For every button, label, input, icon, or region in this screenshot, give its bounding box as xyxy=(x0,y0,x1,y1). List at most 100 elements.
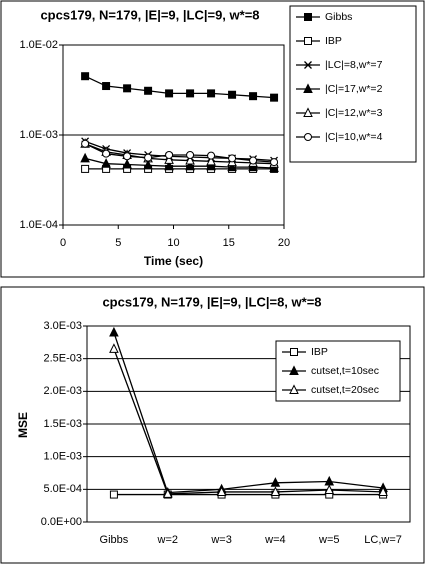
marker-shape xyxy=(185,160,195,171)
marker xyxy=(304,61,312,69)
legend-label: |C|=12,w*=3 xyxy=(325,107,383,119)
marker xyxy=(109,326,119,337)
y-tick-label: 2.0E-03 xyxy=(43,385,82,397)
marker-shape xyxy=(109,343,119,353)
marker-shape xyxy=(185,154,195,165)
marker xyxy=(207,151,216,160)
marker-shape xyxy=(289,384,299,394)
marker-shape xyxy=(378,486,388,496)
y-tick-label: 5.0E-04 xyxy=(43,483,82,495)
marker-shape xyxy=(227,161,237,172)
marker xyxy=(270,93,279,102)
x-tick-label: w=2 xyxy=(157,534,179,546)
marker xyxy=(290,348,298,356)
marker xyxy=(228,90,237,99)
series-line xyxy=(113,348,384,495)
marker-shape xyxy=(249,92,258,101)
y-tick-label: 1.0E-02 xyxy=(19,39,58,51)
marker xyxy=(80,152,90,163)
x-tick-label: w=3 xyxy=(210,534,232,546)
marker-shape xyxy=(143,159,153,170)
marker xyxy=(270,477,281,487)
y-tick-label: 1.0E-03 xyxy=(43,451,82,463)
marker xyxy=(162,488,173,498)
marker-shape xyxy=(102,82,111,91)
marker xyxy=(303,107,313,117)
marker xyxy=(164,154,174,164)
marker xyxy=(289,365,299,375)
marker xyxy=(216,486,227,496)
marker xyxy=(102,82,111,91)
marker-shape xyxy=(164,160,174,171)
legend-label: IBP xyxy=(325,35,342,47)
y-tick-label: 1.0E-04 xyxy=(19,219,58,231)
marker xyxy=(378,486,388,496)
marker-shape xyxy=(324,484,335,494)
marker-shape xyxy=(144,153,153,162)
marker-shape xyxy=(102,149,111,158)
marker xyxy=(186,89,195,98)
marker-shape xyxy=(216,486,227,496)
marker xyxy=(165,89,174,98)
x-tick-label: 5 xyxy=(115,237,121,249)
marker xyxy=(81,164,90,173)
marker xyxy=(324,484,335,494)
marker-shape xyxy=(81,139,90,148)
marker-shape xyxy=(304,133,312,141)
marker-shape xyxy=(270,486,281,496)
chart-frame xyxy=(0,0,425,278)
x-tick-label: w=4 xyxy=(264,534,286,546)
marker-shape xyxy=(165,150,174,159)
marker-shape xyxy=(270,158,279,167)
marker xyxy=(123,84,132,93)
chart-title: cpcs179, N=179, |E|=9, |LC|=8, w*=8 xyxy=(102,294,321,309)
marker-shape xyxy=(122,158,132,169)
marker-shape xyxy=(206,155,216,166)
marker-shape xyxy=(81,72,90,81)
marker xyxy=(270,486,281,496)
marker xyxy=(122,158,132,169)
chart-title: cpcs179, N=179, |E|=9, |LC|=9, w*=8 xyxy=(40,7,259,22)
marker-shape xyxy=(144,86,153,95)
marker-shape xyxy=(101,158,111,168)
series-line xyxy=(84,140,275,162)
marker-shape xyxy=(206,160,216,171)
x-tick-label: 10 xyxy=(167,237,179,249)
marker-shape xyxy=(228,154,237,163)
marker-shape xyxy=(304,13,312,21)
marker-shape xyxy=(165,89,174,98)
marker xyxy=(206,155,216,166)
marker-shape xyxy=(81,164,90,173)
marker xyxy=(303,83,313,93)
y-tick-label: 1.5E-03 xyxy=(43,418,82,430)
marker-shape xyxy=(109,490,118,499)
legend-label: Gibbs xyxy=(325,11,352,23)
marker-shape xyxy=(109,326,119,337)
marker xyxy=(164,160,174,171)
legend-label: |C|=17,w*=2 xyxy=(325,83,383,95)
marker-shape xyxy=(186,150,195,159)
marker xyxy=(249,156,258,165)
marker xyxy=(228,154,237,163)
marker xyxy=(304,37,312,45)
x-tick-label: 0 xyxy=(60,237,66,249)
marker-shape xyxy=(304,61,312,69)
marker xyxy=(270,158,279,167)
marker xyxy=(207,89,216,98)
marker-shape xyxy=(303,107,313,117)
marker xyxy=(249,92,258,101)
marker xyxy=(143,159,153,170)
legend-label: cutset,t=10sec xyxy=(311,365,379,377)
y-tick-label: 2.5E-03 xyxy=(43,353,82,365)
legend-label: cutset,t=20sec xyxy=(311,384,379,396)
marker xyxy=(186,150,195,159)
y-tick-label: 0.0E+00 xyxy=(41,516,82,528)
y-tick-label: 1.0E-03 xyxy=(19,129,58,141)
marker-shape xyxy=(270,93,279,102)
marker xyxy=(123,152,132,161)
marker-shape xyxy=(123,84,132,93)
marker-shape xyxy=(270,477,281,487)
x-tick-label: 20 xyxy=(278,237,290,249)
marker-shape xyxy=(249,156,258,165)
marker xyxy=(165,150,174,159)
